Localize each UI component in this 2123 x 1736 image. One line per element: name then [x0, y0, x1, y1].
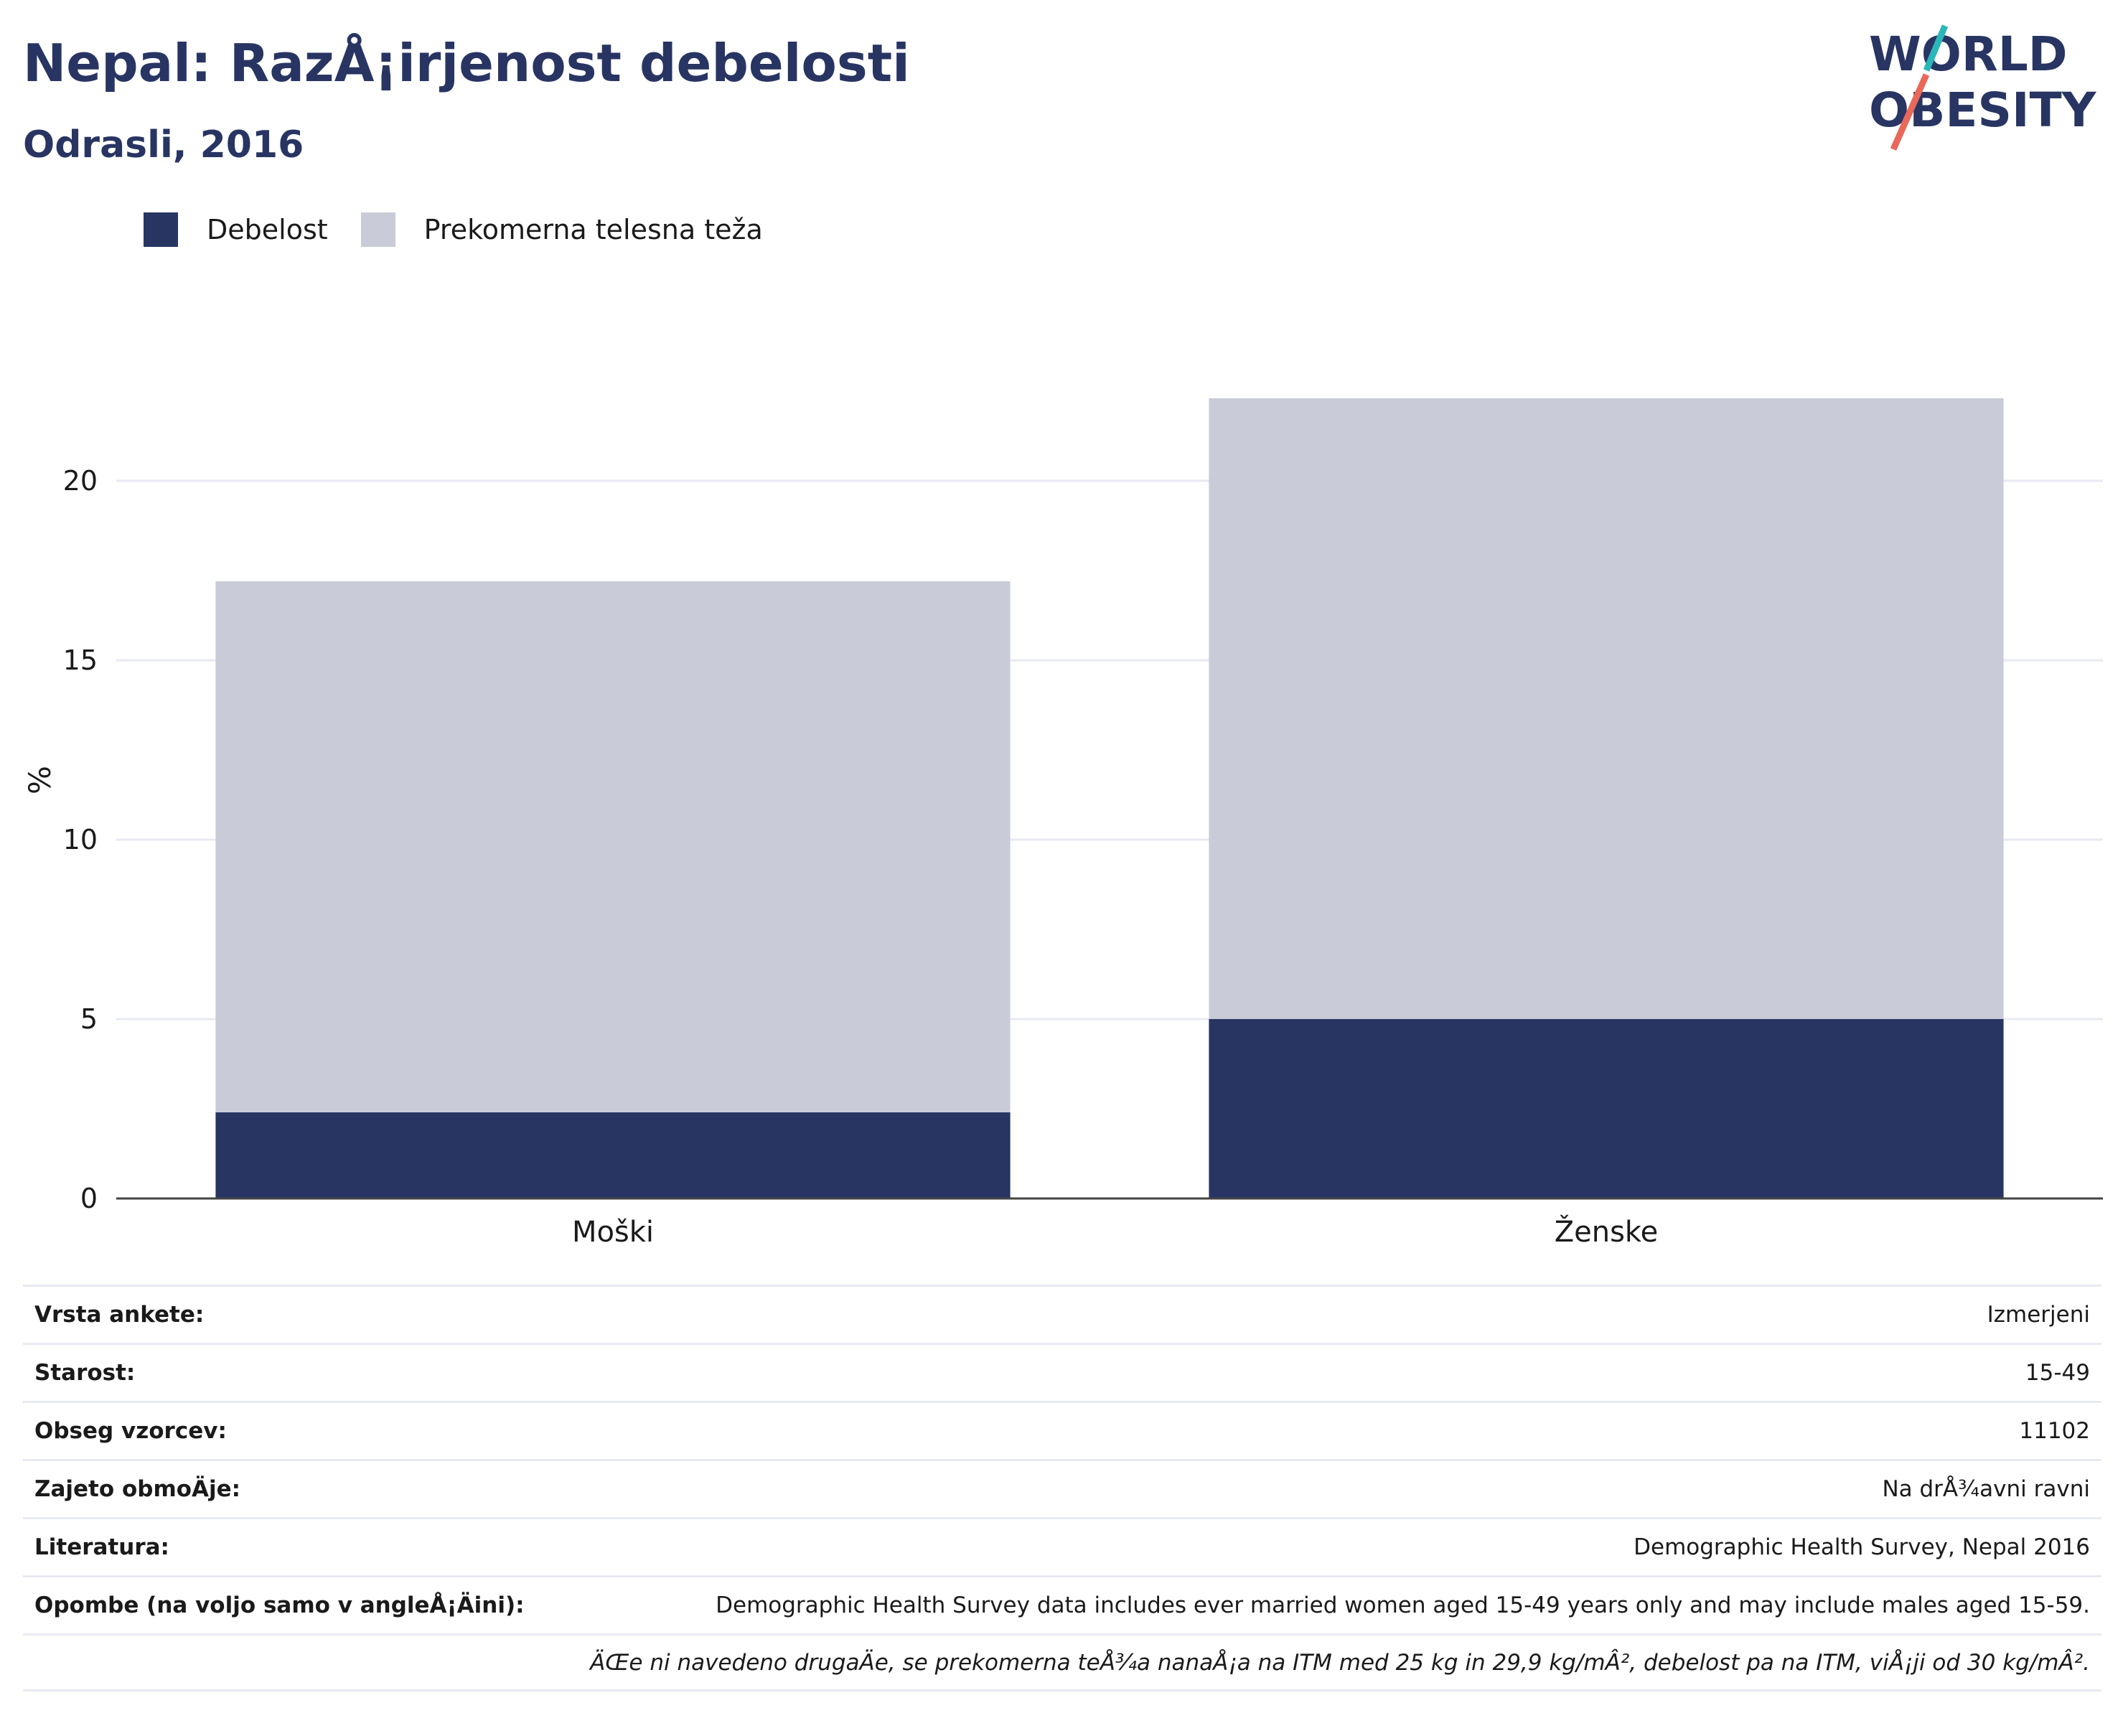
info-row-age: Starost: 15-49: [23, 1343, 2101, 1401]
chart-subtitle: Odrasli, 2016: [23, 123, 304, 166]
bar-chart: 0 5 10 15 20% Moški Ženske: [22, 398, 2103, 1249]
logo-line2: OBESITY: [1869, 83, 2097, 138]
legend-label-overweight: Prekomerna telesna teža: [423, 214, 763, 245]
y-tick-label: 15: [63, 644, 98, 676]
definition-note: ÄŒe ni navedeno drugaÄe, se prekomerna t…: [590, 1649, 2090, 1676]
info-value: Demographic Health Survey, Nepal 2016: [1634, 1534, 2090, 1560]
info-label: Obseg vzorcev:: [34, 1418, 227, 1444]
logo-line1: WORLD: [1869, 27, 2068, 82]
y-tick-label: 5: [80, 1003, 98, 1035]
legend-swatch-obesity: [144, 212, 178, 247]
info-label: Vrsta ankete:: [34, 1302, 205, 1328]
info-value: 11102: [2019, 1418, 2090, 1444]
info-row-area-covered: Zajeto obmoÄje: Na drÅ¾avni ravni: [23, 1459, 2101, 1517]
bar-overweight: [215, 581, 1011, 1112]
info-row-sample-size: Obseg vzorcev: 11102: [23, 1401, 2101, 1459]
world-obesity-logo: WORLD OBESITY: [1869, 24, 2097, 151]
y-axis-label: %: [22, 766, 57, 794]
info-row-references: Literatura: Demographic Health Survey, N…: [23, 1517, 2101, 1575]
y-tick-label: 20: [63, 465, 98, 497]
y-tick-label: 10: [63, 824, 98, 855]
chart-legend: Debelost Prekomerna telesna teža: [144, 212, 796, 247]
info-value: Demographic Health Survey data includes …: [716, 1592, 2090, 1618]
info-label: Zajeto obmoÄje:: [34, 1476, 241, 1502]
info-row-notes: Opombe (na voljo samo v angleÅ¡Äini): De…: [23, 1575, 2101, 1633]
info-label: Opombe (na voljo samo v angleÅ¡Äini):: [34, 1592, 525, 1618]
legend-label-obesity: Debelost: [207, 214, 328, 245]
bar-overweight: [1209, 398, 2004, 1019]
survey-info-table: Vrsta ankete: Izmerjeni Starost: 15-49 O…: [23, 1285, 2101, 1692]
info-label: Starost:: [34, 1360, 136, 1386]
y-tick-label: 0: [80, 1183, 98, 1214]
info-value: Na drÅ¾avni ravni: [1882, 1476, 2090, 1502]
chart-title: Nepal: RazÅ¡irjenost debelosti: [23, 33, 910, 93]
info-row-survey-type: Vrsta ankete: Izmerjeni: [23, 1285, 2101, 1343]
logo-slash-bottom: [1890, 73, 1930, 151]
info-value: Izmerjeni: [1987, 1302, 2090, 1328]
legend-item-overweight: Prekomerna telesna teža: [360, 212, 763, 247]
legend-item-obesity: Debelost: [144, 212, 328, 247]
bar-obesity: [215, 1112, 1011, 1198]
info-row-definition-note: ÄŒe ni navedeno drugaÄe, se prekomerna t…: [23, 1633, 2101, 1692]
info-value: 15-49: [2025, 1360, 2090, 1386]
bar-obesity: [1209, 1019, 2004, 1198]
x-tick-label: Moški: [572, 1216, 654, 1249]
legend-swatch-overweight: [360, 212, 395, 247]
info-label: Literatura:: [34, 1534, 169, 1560]
x-tick-label: Ženske: [1555, 1214, 1659, 1249]
logo-slash-top: [1923, 24, 1949, 72]
